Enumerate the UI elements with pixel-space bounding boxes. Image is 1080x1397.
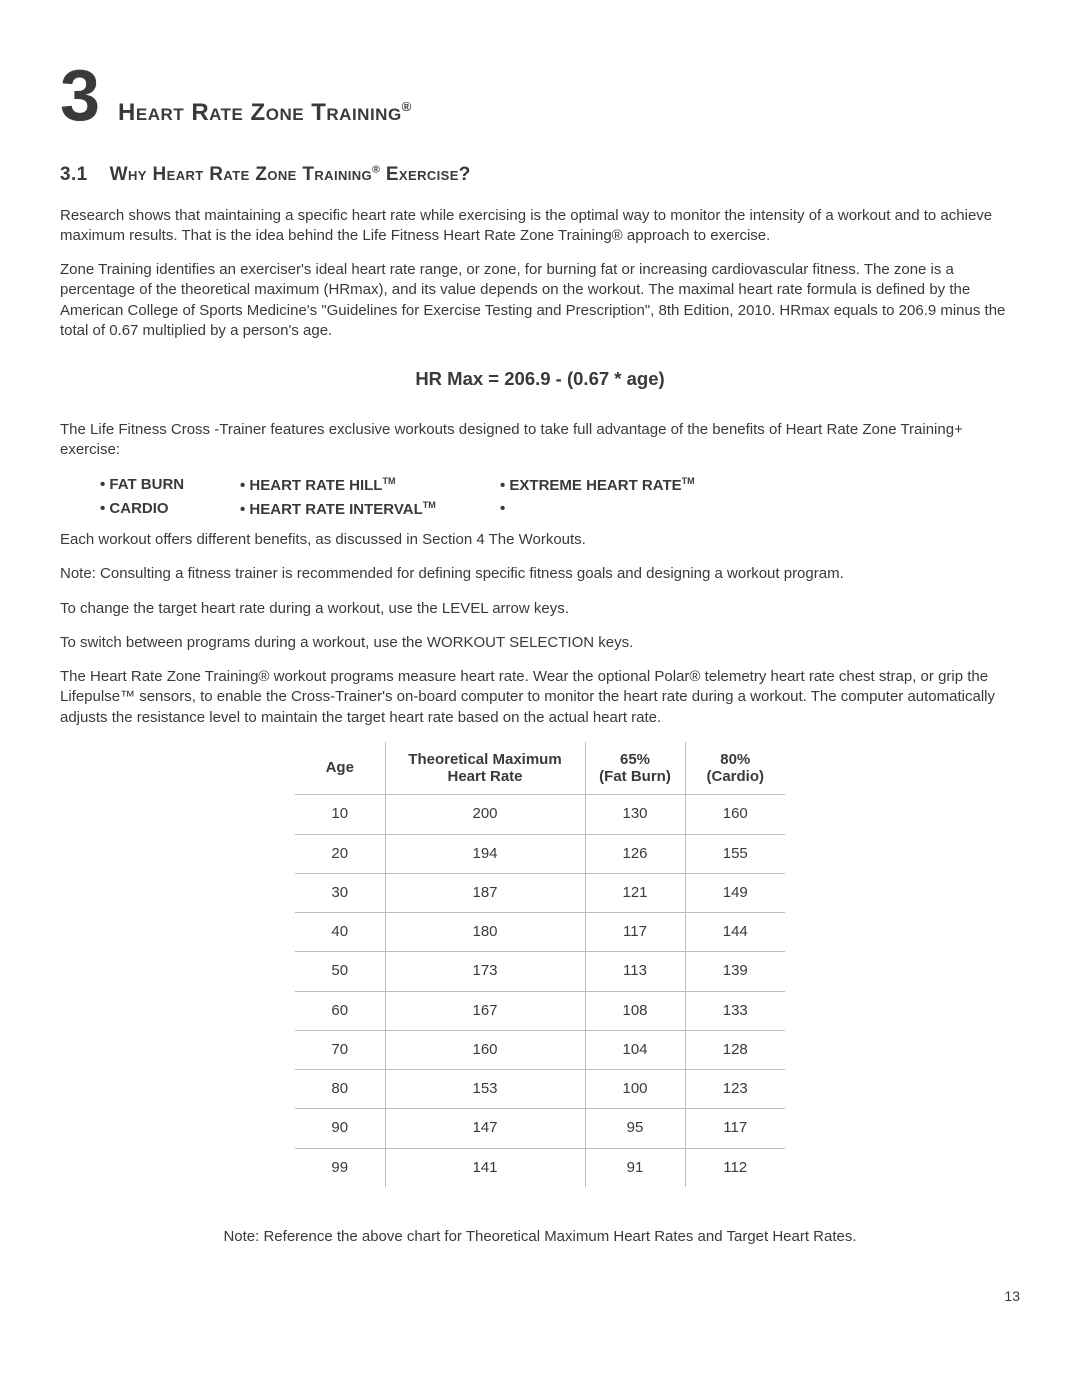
chapter-number: 3 [60, 60, 100, 132]
table-cell: 60 [295, 991, 385, 1030]
table-cell: 187 [385, 873, 585, 912]
table-row: 50173113139 [295, 952, 785, 991]
table-cell: 20 [295, 834, 385, 873]
body-paragraph: To change the target heart rate during a… [60, 599, 1020, 619]
chapter-heading: 3 Heart Rate Zone Training® [60, 60, 1020, 132]
workout-item: EXTREME HEART RATETM [500, 475, 1020, 496]
table-cell: 80 [295, 1070, 385, 1109]
table-cell: 126 [585, 834, 685, 873]
hr-max-formula: HR Max = 206.9 - (0.67 * age) [60, 367, 1020, 392]
heart-rate-table-body: 1020013016020194126155301871211494018011… [295, 795, 785, 1187]
table-header-age: Age [295, 742, 385, 795]
table-cell: 95 [585, 1109, 685, 1148]
workout-list: FAT BURN HEART RATE HILLTM EXTREME HEART… [100, 475, 1020, 521]
table-cell: 130 [585, 795, 685, 834]
table-row: 40180117144 [295, 913, 785, 952]
body-paragraph: The Life Fitness Cross -Trainer features… [60, 420, 1020, 461]
page-number: 13 [60, 1287, 1020, 1306]
section-heading: 3.1 Why Heart Rate Zone Training® Exerci… [60, 162, 1020, 188]
table-cell: 10 [295, 795, 385, 834]
table-row: 60167108133 [295, 991, 785, 1030]
workout-item: HEART RATE HILLTM [240, 475, 500, 496]
table-cell: 108 [585, 991, 685, 1030]
table-cell: 30 [295, 873, 385, 912]
table-cell: 113 [585, 952, 685, 991]
table-row: 20194126155 [295, 834, 785, 873]
table-cell: 149 [685, 873, 785, 912]
table-cell: 180 [385, 913, 585, 952]
table-cell: 147 [385, 1109, 585, 1148]
body-paragraph: Note: Consulting a fitness trainer is re… [60, 564, 1020, 584]
table-cell: 128 [685, 1030, 785, 1069]
workout-item: CARDIO [100, 499, 240, 520]
table-row: 9014795117 [295, 1109, 785, 1148]
table-cell: 141 [385, 1148, 585, 1187]
chapter-title: Heart Rate Zone Training® [118, 97, 412, 129]
section-number: 3.1 [60, 162, 88, 188]
table-cell: 40 [295, 913, 385, 952]
body-paragraph: To switch between programs during a work… [60, 633, 1020, 653]
table-row: 10200130160 [295, 795, 785, 834]
table-footnote: Note: Reference the above chart for Theo… [60, 1227, 1020, 1247]
body-paragraph: Research shows that maintaining a specif… [60, 206, 1020, 247]
body-paragraph: Each workout offers different benefits, … [60, 530, 1020, 550]
table-cell: 167 [385, 991, 585, 1030]
table-cell: 153 [385, 1070, 585, 1109]
workout-item: FAT BURN [100, 475, 240, 496]
heart-rate-table: Age Theoretical MaximumHeart Rate 65%(Fa… [295, 742, 785, 1187]
table-cell: 90 [295, 1109, 385, 1148]
table-cell: 91 [585, 1148, 685, 1187]
section-title: Why Heart Rate Zone Training® Exercise? [110, 162, 471, 188]
table-cell: 133 [685, 991, 785, 1030]
table-cell: 160 [385, 1030, 585, 1069]
table-cell: 117 [685, 1109, 785, 1148]
table-cell: 123 [685, 1070, 785, 1109]
table-row: 9914191112 [295, 1148, 785, 1187]
body-paragraph: The Heart Rate Zone Training® workout pr… [60, 667, 1020, 728]
workout-item: HEART RATE INTERVALTM [240, 499, 500, 520]
table-cell: 200 [385, 795, 585, 834]
table-cell: 155 [685, 834, 785, 873]
table-row: 70160104128 [295, 1030, 785, 1069]
table-cell: 144 [685, 913, 785, 952]
table-row: 80153100123 [295, 1070, 785, 1109]
table-cell: 121 [585, 873, 685, 912]
table-cell: 112 [685, 1148, 785, 1187]
table-cell: 139 [685, 952, 785, 991]
table-cell: 100 [585, 1070, 685, 1109]
table-cell: 173 [385, 952, 585, 991]
table-row: 30187121149 [295, 873, 785, 912]
table-cell: 104 [585, 1030, 685, 1069]
table-cell: 160 [685, 795, 785, 834]
body-paragraph: Zone Training identifies an exerciser's … [60, 260, 1020, 341]
table-cell: 50 [295, 952, 385, 991]
table-cell: 99 [295, 1148, 385, 1187]
table-header-fatburn: 65%(Fat Burn) [585, 742, 685, 795]
table-cell: 70 [295, 1030, 385, 1069]
table-header-hrmax: Theoretical MaximumHeart Rate [385, 742, 585, 795]
table-cell: 117 [585, 913, 685, 952]
table-header-cardio: 80%(Cardio) [685, 742, 785, 795]
table-cell: 194 [385, 834, 585, 873]
